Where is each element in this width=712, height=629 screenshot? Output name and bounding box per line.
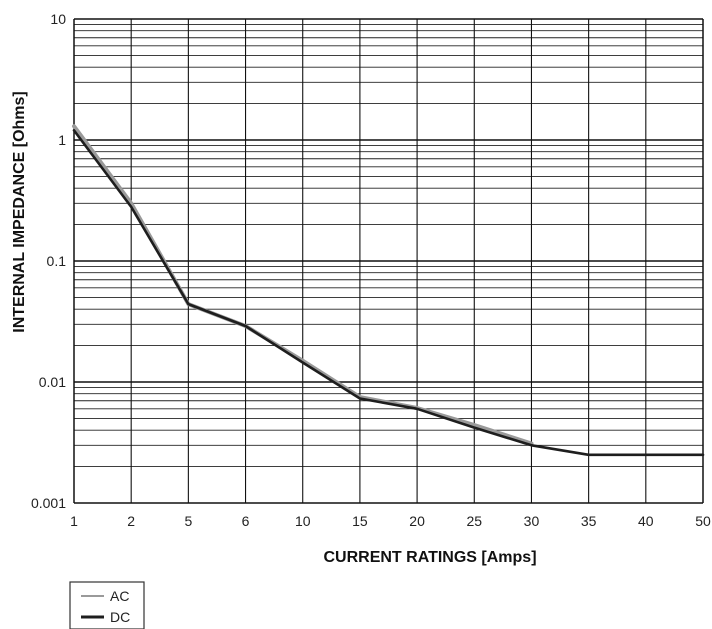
x-tick-label: 6	[242, 513, 250, 529]
y-tick-label: 0.01	[39, 374, 66, 390]
x-tick-label: 35	[581, 513, 597, 529]
x-tick-label: 20	[409, 513, 425, 529]
series-line-dc	[72, 129, 705, 457]
grid	[73, 18, 704, 504]
x-tick-label: 40	[638, 513, 654, 529]
x-tick-label: 10	[295, 513, 311, 529]
series-lines	[72, 124, 705, 457]
x-axis-title: CURRENT RATINGS [Amps]	[323, 549, 536, 566]
x-tick-label: 2	[127, 513, 135, 529]
y-axis-title: INTERNAL IMPEDANCE [Ohms]	[11, 91, 28, 333]
legend: AC DC	[69, 581, 145, 629]
x-tick-label: 30	[524, 513, 540, 529]
y-tick-label: 0.001	[31, 495, 66, 511]
legend-ac-label: AC	[110, 588, 129, 604]
legend-dc-label: DC	[110, 609, 130, 625]
x-tick-label: 15	[352, 513, 368, 529]
x-tick-label: 25	[466, 513, 482, 529]
y-tick-label: 10	[50, 11, 66, 27]
legend-box	[69, 581, 145, 629]
y-tick-label: 0.1	[47, 253, 67, 269]
y-tick-label: 1	[58, 132, 66, 148]
x-tick-label: 50	[695, 513, 711, 529]
x-tick-label: 5	[184, 513, 192, 529]
x-tick-label: 1	[70, 513, 78, 529]
